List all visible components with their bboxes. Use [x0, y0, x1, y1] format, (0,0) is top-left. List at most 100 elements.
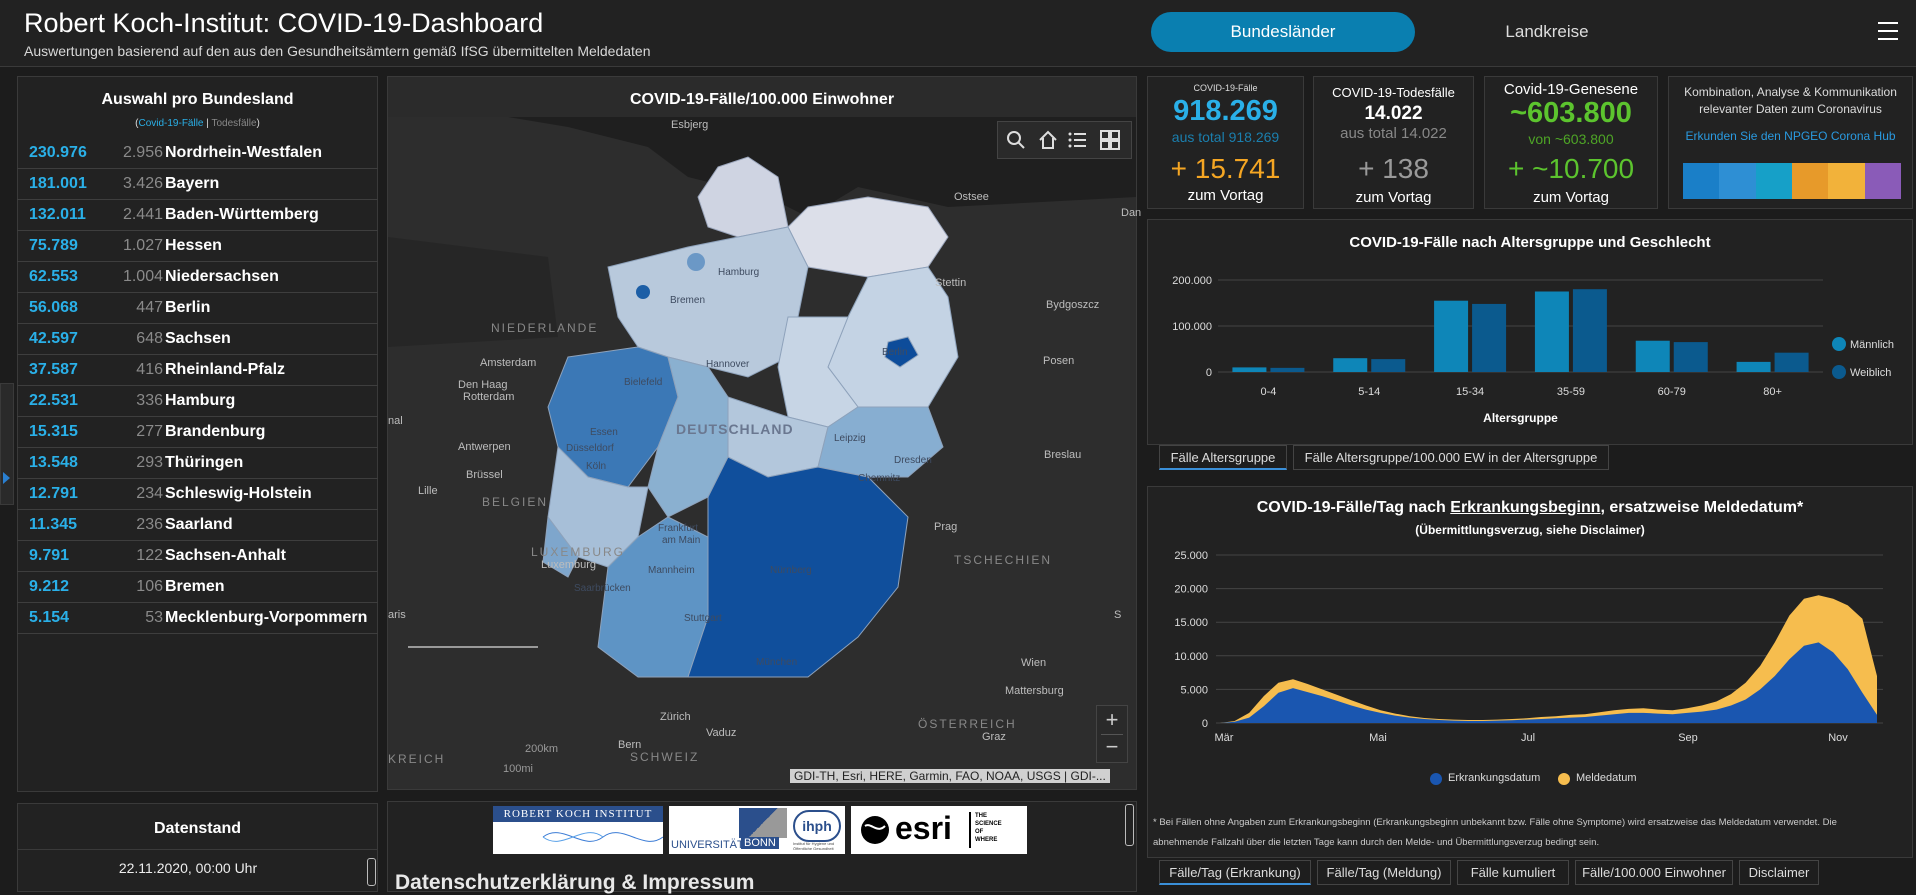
bundesland-row[interactable]: 230.976 2.956 Nordrhein-Westfalen — [17, 138, 378, 169]
bundesland-row[interactable]: 5.154 53 Mecklenburg-Vorpommern — [17, 603, 378, 634]
row-deaths: 277 — [136, 423, 163, 440]
age-tab[interactable]: Fälle Altersgruppe — [1159, 445, 1287, 470]
age-legend-dot — [1832, 337, 1846, 351]
hamburger-menu-icon[interactable] — [1878, 22, 1898, 40]
npgeo-icon-strip[interactable] — [1683, 163, 1901, 199]
map-city-deutschland: DEUTSCHLAND — [676, 421, 794, 437]
age-bar-w[interactable] — [1371, 359, 1406, 372]
age-legend-label[interactable]: Weiblich — [1850, 367, 1891, 379]
legend-paren-close: ) — [256, 118, 260, 129]
age-tab[interactable]: Fälle Altersgruppe/100.000 EW in der Alt… — [1293, 445, 1609, 470]
day-tab[interactable]: Fälle/Tag (Erkrankung) — [1159, 860, 1311, 885]
stat-deaths-delta: + 138 — [1358, 153, 1429, 184]
age-chart[interactable]: COVID-19-Fälle nach Altersgruppe und Ges… — [1148, 220, 1912, 444]
datenschutz-heading[interactable]: Datenschutzerklärung & Impressum — [395, 871, 755, 894]
row-deaths: 2.956 — [122, 144, 163, 161]
map-label-posen: Posen — [1043, 355, 1075, 367]
day-legend-label[interactable]: Erkrankungsdatum — [1448, 772, 1541, 784]
bundesland-row[interactable]: 9.212 106 Bremen — [17, 572, 378, 603]
scale-km: 200km — [525, 743, 559, 755]
age-bar-m[interactable] — [1635, 340, 1670, 372]
bundesland-row[interactable]: 15.315 277 Brandenburg — [17, 417, 378, 448]
row-name: Sachsen-Anhalt — [165, 547, 286, 564]
day-tab[interactable]: Fälle/100.000 Einwohner — [1575, 860, 1733, 885]
age-bar-m[interactable] — [1333, 358, 1368, 372]
day-xtick: Jul — [1521, 732, 1535, 744]
datenstand-scrollbar[interactable] — [367, 858, 376, 886]
day-chart-panel: COVID-19-Fälle/Tag nach Erkrankungsbegin… — [1147, 486, 1913, 858]
stat-recovered-value: ~603.800 — [1510, 97, 1632, 129]
bundesland-row[interactable]: 12.791 234 Schleswig-Holstein — [17, 479, 378, 510]
zoom-out-icon[interactable]: − — [1105, 734, 1119, 759]
bundesland-legend: (Covid-19-Fälle | Todesfälle) — [17, 118, 378, 129]
age-bar-m[interactable] — [1736, 361, 1771, 372]
row-name: Schleswig-Holstein — [165, 485, 312, 502]
age-bar-w[interactable] — [1673, 342, 1708, 372]
row-cases: 62.553 — [29, 268, 78, 285]
row-cases: 181.001 — [29, 175, 87, 192]
legend-deaths[interactable]: Todesfälle — [211, 118, 257, 129]
age-bar-m[interactable] — [1534, 291, 1569, 373]
search-icon[interactable] — [1004, 128, 1028, 152]
logos-scrollbar[interactable] — [1125, 804, 1134, 846]
map-city-bielefeld: Bielefeld — [624, 377, 663, 388]
map-city-leipzig: Leipzig — [834, 433, 866, 444]
bundesland-row[interactable]: 22.531 336 Hamburg — [17, 386, 378, 417]
age-bar-w[interactable] — [1270, 367, 1305, 372]
age-bar-w[interactable] — [1472, 303, 1507, 372]
day-xtick: Sep — [1678, 732, 1698, 744]
bundesland-row[interactable]: 11.345 236 Saarland — [17, 510, 378, 541]
bundesland-row[interactable]: 181.001 3.426 Bayern — [17, 169, 378, 200]
age-bar-m[interactable] — [1434, 300, 1469, 372]
side-panel-toggle[interactable] — [0, 383, 14, 505]
legend-list-icon[interactable] — [1066, 128, 1090, 152]
zoom-in-icon[interactable]: + — [1105, 707, 1119, 732]
day-chart[interactable]: 0 5.000 10.000 15.000 20.000 25.000 Mär Mai Jul S… — [1148, 537, 1912, 757]
basemap-gallery-icon[interactable] — [1098, 128, 1122, 152]
map-city-saarbruecken: Saarbrücken — [574, 583, 631, 594]
bundesland-row[interactable]: 62.553 1.004 Niedersachsen — [17, 262, 378, 293]
ihph-text: ihph — [793, 810, 841, 842]
day-title-pre: COVID-19-Fälle/Tag nach — [1256, 499, 1451, 516]
uni-bonn-logo[interactable]: UNIVERSITÄT BONN ihph Institut für Hygie… — [669, 806, 845, 854]
germany-map[interactable] — [388, 117, 1136, 789]
day-legend-label[interactable]: Meldedatum — [1576, 772, 1637, 784]
tab-bundeslaender[interactable]: Bundesländer — [1151, 12, 1415, 52]
map-label-prag: Prag — [934, 521, 958, 533]
esri-text: esri — [895, 810, 952, 846]
map-panel[interactable]: COVID-19-Fälle/100.000 Einwohner — [387, 76, 1141, 790]
bundesland-row[interactable]: 9.791 122 Sachsen-Anhalt — [17, 541, 378, 572]
age-legend-label[interactable]: Männlich — [1850, 339, 1894, 351]
age-ytick: 200.000 — [1172, 275, 1212, 287]
bundesland-row[interactable]: 132.011 2.441 Baden-Württemberg — [17, 200, 378, 231]
npgeo-link[interactable]: Erkunden Sie den NPGEO Corona Hub — [1685, 129, 1896, 143]
app-subtitle: Auswertungen basierend auf den aus den G… — [24, 43, 651, 59]
age-legend-dot — [1832, 365, 1846, 379]
day-tab[interactable]: Fälle kumuliert — [1457, 860, 1569, 885]
map-label-schweiz: SCHWEIZ — [630, 750, 700, 764]
age-bar-m[interactable] — [1232, 367, 1267, 372]
tab-landkreise[interactable]: Landkreise — [1505, 22, 1589, 41]
day-tab[interactable]: Disclaimer — [1739, 860, 1819, 885]
bundesland-row[interactable]: 75.789 1.027 Hessen — [17, 231, 378, 262]
erkrankungsdatum-area[interactable] — [1220, 642, 1877, 723]
bundesland-row[interactable]: 56.068 447 Berlin — [17, 293, 378, 324]
bundesland-row[interactable]: 37.587 416 Rheinland-Pfalz — [17, 355, 378, 386]
esri-logo[interactable]: esri THE SCIENCE OF WHERE — [851, 806, 1027, 854]
map-attribution[interactable]: GDI-TH, Esri, HERE, Garmin, FAO, NOAA, U… — [790, 769, 1110, 783]
day-tab[interactable]: Fälle/Tag (Meldung) — [1317, 860, 1451, 885]
rki-logo[interactable]: ROBERT KOCH INSTITUT — [493, 806, 664, 854]
map-label-dan: Dan — [1121, 207, 1142, 219]
legend-separator: | — [203, 118, 212, 129]
age-bar-w[interactable] — [1774, 352, 1809, 372]
day-title-link[interactable]: Erkrankungsbeginn — [1450, 499, 1601, 516]
age-bar-w[interactable] — [1572, 289, 1607, 372]
legend-cases[interactable]: Covid-19-Fälle — [138, 118, 204, 129]
row-cases: 9.212 — [29, 578, 70, 595]
row-cases: 42.597 — [29, 330, 78, 347]
row-name: Rheinland-Pfalz — [165, 361, 286, 378]
home-icon[interactable] — [1036, 128, 1060, 152]
row-name: Sachsen — [165, 330, 231, 347]
bundesland-row[interactable]: 13.548 293 Thüringen — [17, 448, 378, 479]
bundesland-row[interactable]: 42.597 648 Sachsen — [17, 324, 378, 355]
